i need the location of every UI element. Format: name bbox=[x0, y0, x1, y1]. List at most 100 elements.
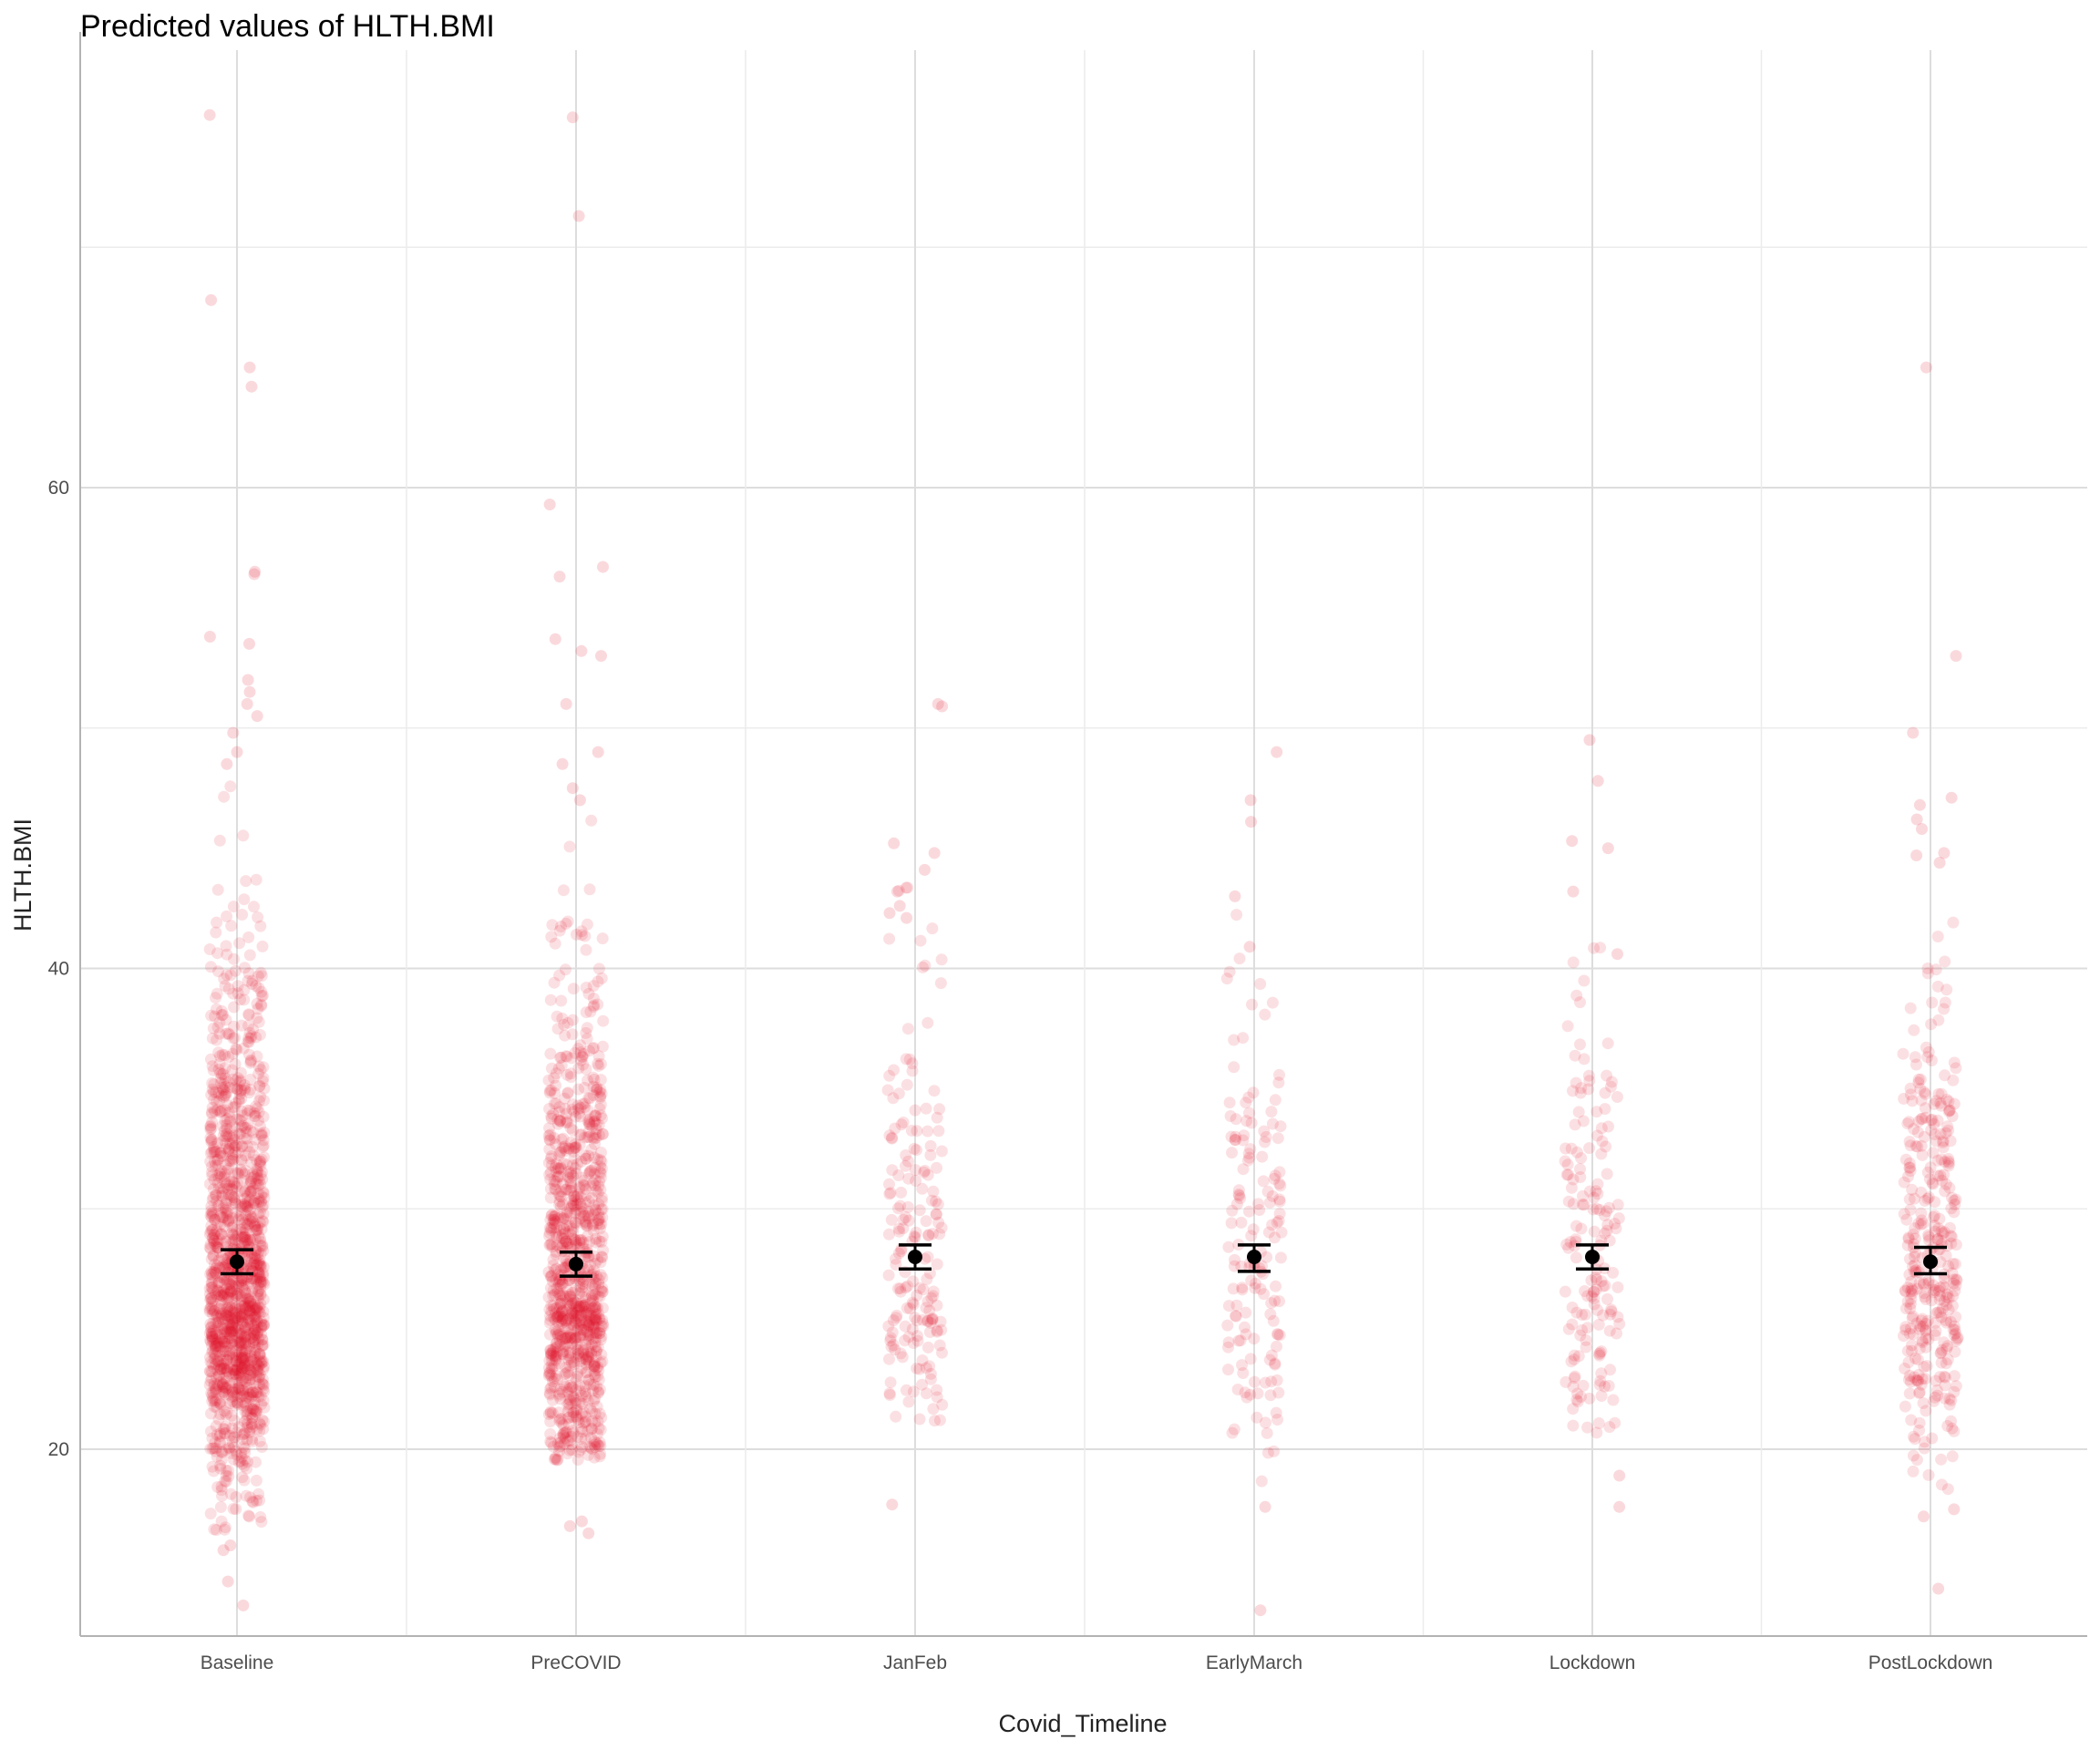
raw-data-point bbox=[243, 1026, 256, 1039]
raw-data-point bbox=[1920, 1405, 1932, 1417]
raw-data-point bbox=[1946, 1267, 1959, 1280]
raw-data-point bbox=[234, 1115, 247, 1127]
raw-data-point bbox=[587, 1323, 600, 1336]
raw-data-point bbox=[1918, 1361, 1930, 1374]
raw-data-point bbox=[255, 1328, 268, 1341]
raw-data-point bbox=[217, 1211, 230, 1224]
raw-data-point bbox=[211, 1428, 223, 1441]
raw-data-point bbox=[225, 1189, 238, 1201]
raw-data-point bbox=[572, 1348, 584, 1360]
raw-data-point bbox=[935, 1221, 948, 1234]
raw-data-point bbox=[1273, 1329, 1286, 1342]
raw-data-point bbox=[557, 1157, 570, 1169]
raw-data-point bbox=[545, 1150, 558, 1163]
raw-data-point bbox=[1933, 1282, 1946, 1294]
raw-data-point bbox=[226, 1312, 239, 1324]
raw-data-point bbox=[239, 1284, 252, 1297]
raw-data-point bbox=[933, 1228, 946, 1240]
raw-data-point bbox=[1934, 1306, 1947, 1319]
raw-data-point bbox=[572, 1103, 585, 1116]
raw-data-point bbox=[229, 1146, 242, 1158]
raw-data-point bbox=[903, 1302, 916, 1315]
raw-data-point bbox=[1581, 1322, 1594, 1334]
raw-data-point bbox=[222, 983, 235, 995]
raw-data-point bbox=[1602, 1201, 1615, 1214]
raw-data-point bbox=[577, 1299, 590, 1312]
raw-data-point bbox=[1225, 1217, 1238, 1230]
raw-outlier-point bbox=[553, 571, 566, 583]
raw-data-point bbox=[1926, 1113, 1939, 1126]
raw-data-point bbox=[1910, 1317, 1923, 1330]
raw-data-point bbox=[569, 1309, 581, 1322]
raw-data-point bbox=[913, 1204, 926, 1217]
raw-data-point bbox=[1234, 1192, 1247, 1205]
raw-data-point bbox=[1939, 996, 1951, 1009]
raw-data-point bbox=[212, 1368, 225, 1381]
raw-data-point bbox=[571, 1403, 583, 1415]
raw-outlier-point bbox=[932, 697, 944, 710]
raw-outlier-point bbox=[556, 757, 569, 770]
raw-data-point bbox=[559, 1332, 571, 1344]
raw-data-point bbox=[596, 1127, 609, 1140]
raw-data-point bbox=[1611, 1311, 1624, 1323]
raw-data-point bbox=[233, 1185, 246, 1198]
raw-data-point bbox=[239, 1332, 252, 1344]
raw-data-point bbox=[592, 1302, 604, 1314]
raw-data-point bbox=[204, 1210, 217, 1222]
raw-data-point bbox=[558, 1232, 571, 1245]
raw-data-point bbox=[544, 1383, 557, 1395]
raw-data-point bbox=[564, 1346, 576, 1359]
raw-data-point bbox=[1595, 1367, 1608, 1380]
raw-data-point bbox=[1274, 1179, 1287, 1192]
raw-data-point bbox=[232, 1336, 245, 1349]
raw-data-point bbox=[899, 1334, 911, 1347]
raw-data-point bbox=[243, 1305, 256, 1318]
raw-data-point bbox=[935, 1323, 948, 1336]
raw-data-point bbox=[1602, 1380, 1615, 1392]
raw-data-point bbox=[234, 1455, 247, 1467]
raw-data-point bbox=[565, 1337, 578, 1350]
raw-data-point bbox=[562, 1142, 575, 1155]
raw-data-point bbox=[239, 1168, 252, 1180]
raw-data-point bbox=[1910, 1247, 1921, 1260]
raw-data-point bbox=[930, 1208, 942, 1220]
raw-data-point bbox=[589, 1301, 602, 1313]
raw-data-point bbox=[235, 1154, 248, 1167]
raw-data-point bbox=[1591, 1188, 1604, 1200]
raw-data-point bbox=[257, 1110, 270, 1123]
raw-data-point bbox=[576, 1316, 589, 1329]
raw-data-point bbox=[586, 1302, 598, 1314]
raw-data-point bbox=[209, 1327, 221, 1339]
raw-data-point bbox=[566, 1028, 579, 1041]
raw-data-point bbox=[554, 1224, 567, 1236]
raw-data-point bbox=[235, 1019, 248, 1032]
raw-data-point bbox=[555, 1331, 567, 1343]
raw-data-point bbox=[213, 1396, 226, 1408]
raw-data-point bbox=[240, 1489, 252, 1502]
raw-data-point bbox=[1919, 1436, 1930, 1448]
raw-data-point bbox=[1593, 1204, 1606, 1216]
raw-data-point bbox=[559, 1103, 571, 1115]
raw-data-point bbox=[238, 1221, 251, 1234]
raw-data-point bbox=[560, 1338, 572, 1351]
raw-data-point bbox=[206, 1160, 218, 1173]
raw-data-point bbox=[1565, 1142, 1578, 1155]
raw-data-point bbox=[218, 1182, 231, 1195]
raw-data-point bbox=[595, 1251, 608, 1263]
raw-data-point bbox=[577, 1047, 590, 1060]
raw-data-point bbox=[1600, 1140, 1612, 1153]
raw-data-point bbox=[588, 1313, 601, 1326]
raw-data-point bbox=[219, 1261, 232, 1272]
raw-data-point bbox=[551, 1023, 564, 1035]
raw-data-point bbox=[233, 937, 246, 950]
raw-data-point bbox=[1937, 1227, 1950, 1240]
raw-data-point bbox=[242, 1233, 254, 1246]
raw-data-point bbox=[249, 1360, 262, 1373]
raw-data-point bbox=[215, 1228, 228, 1240]
raw-data-point bbox=[228, 1329, 241, 1342]
raw-data-point bbox=[234, 1354, 247, 1367]
raw-data-point bbox=[239, 1323, 252, 1336]
raw-data-point bbox=[249, 1309, 262, 1322]
raw-data-point bbox=[220, 1306, 232, 1319]
raw-data-point bbox=[595, 1147, 607, 1158]
